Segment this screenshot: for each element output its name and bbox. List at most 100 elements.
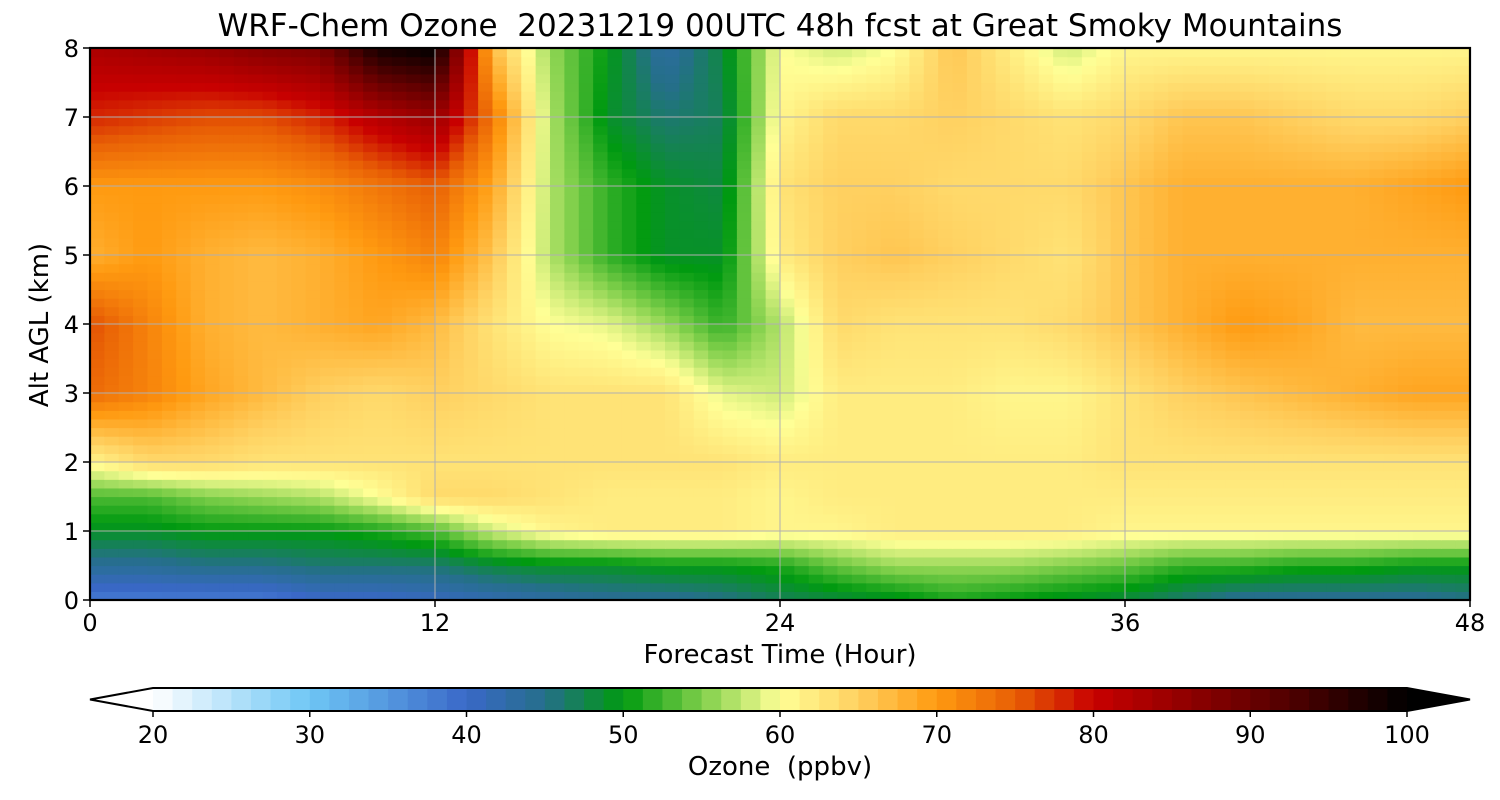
heat-cell	[952, 246, 968, 256]
heat-cell	[995, 393, 1011, 403]
heat-cell	[90, 479, 105, 489]
heat-cell	[1067, 229, 1083, 239]
heat-cell	[593, 410, 609, 420]
heat-cell	[435, 522, 450, 532]
heat-cell	[751, 220, 767, 230]
heat-cell	[305, 272, 321, 282]
heat-cell	[1081, 367, 1097, 377]
heat-cell	[463, 393, 479, 403]
heat-cell	[320, 436, 335, 446]
heat-cell	[391, 315, 407, 325]
heat-cell	[1398, 186, 1414, 196]
heat-cell	[449, 522, 465, 532]
heat-cell	[1110, 203, 1126, 213]
heat-cell	[190, 462, 206, 472]
heat-cell	[262, 272, 278, 282]
heat-cell	[233, 393, 249, 403]
heat-cell	[1455, 160, 1470, 170]
heat-cell	[981, 539, 997, 549]
heat-cell	[1067, 470, 1083, 480]
heat-cell	[780, 151, 795, 161]
heat-cell	[607, 462, 623, 472]
heat-cell	[1369, 453, 1385, 463]
heat-cell	[564, 255, 580, 265]
heat-cell	[1182, 582, 1198, 592]
heat-cell	[578, 237, 594, 247]
heat-cell	[219, 453, 235, 463]
heat-cell	[1024, 306, 1040, 316]
heat-cell	[693, 255, 709, 265]
heat-cell	[1355, 229, 1370, 239]
heat-cell	[1455, 436, 1470, 446]
heat-cell	[305, 591, 321, 600]
heat-cell	[262, 436, 278, 446]
heat-cell	[1225, 505, 1241, 515]
heat-cell	[1024, 315, 1040, 325]
heat-cell	[808, 539, 824, 549]
heat-cell	[219, 186, 235, 196]
heat-cell	[866, 280, 882, 291]
heat-cell	[952, 315, 968, 325]
heat-cell	[1081, 289, 1097, 299]
heat-cell	[535, 280, 551, 291]
heat-cell	[248, 418, 264, 429]
heat-cell	[406, 358, 422, 368]
heat-cell	[1168, 306, 1184, 316]
heat-cell	[1153, 505, 1169, 515]
heat-cell	[391, 332, 407, 342]
heat-cell	[1340, 427, 1356, 437]
heat-cell	[262, 332, 278, 342]
heat-cell	[679, 487, 695, 498]
heat-cell	[1441, 255, 1457, 265]
heat-cell	[1240, 556, 1255, 567]
heat-cell	[248, 531, 264, 541]
heat-cell	[1211, 237, 1227, 247]
heat-cell	[276, 211, 292, 222]
heat-cell	[866, 220, 882, 230]
heat-cell	[205, 367, 220, 377]
heat-cell	[650, 324, 666, 334]
heat-cell	[1024, 418, 1040, 429]
heat-cell	[909, 177, 925, 187]
heat-cell	[1196, 591, 1212, 600]
heat-cell	[1240, 203, 1255, 213]
heat-cell	[521, 194, 537, 204]
heat-cell	[966, 324, 982, 334]
heat-cell	[463, 522, 479, 532]
heat-cell	[1067, 177, 1083, 187]
heat-cell	[1168, 375, 1184, 385]
heat-cell	[736, 436, 752, 446]
heat-cell	[377, 531, 393, 541]
heat-cell	[923, 436, 939, 446]
heat-cell	[291, 582, 307, 592]
heat-cell	[808, 479, 824, 489]
heat-cell	[909, 539, 925, 549]
heat-cell	[190, 531, 206, 541]
heat-cell	[1383, 358, 1399, 368]
heat-cell	[1426, 479, 1442, 489]
heat-cell	[233, 367, 249, 377]
heat-cell	[291, 220, 307, 230]
heat-cell	[1010, 168, 1025, 178]
heat-cell	[1283, 367, 1299, 377]
heat-cell	[320, 272, 335, 282]
heat-cell	[1383, 280, 1399, 291]
heat-cell	[866, 160, 882, 170]
heat-cell	[320, 591, 335, 600]
heat-cell	[1038, 298, 1054, 308]
heat-cell	[420, 332, 436, 342]
heat-cell	[118, 427, 134, 437]
heat-cell	[909, 556, 925, 567]
heat-cell	[1211, 186, 1227, 196]
heat-cell	[492, 470, 508, 480]
heat-cell	[320, 186, 335, 196]
heat-cell	[780, 539, 795, 549]
heat-cell	[1355, 151, 1370, 161]
heat-cell	[1441, 410, 1457, 420]
heat-cell	[1182, 324, 1198, 334]
heat-cell	[621, 522, 637, 532]
heat-cell	[1426, 151, 1442, 161]
heat-cell	[262, 384, 278, 394]
heat-cell	[636, 194, 652, 204]
heat-cell	[478, 462, 494, 472]
